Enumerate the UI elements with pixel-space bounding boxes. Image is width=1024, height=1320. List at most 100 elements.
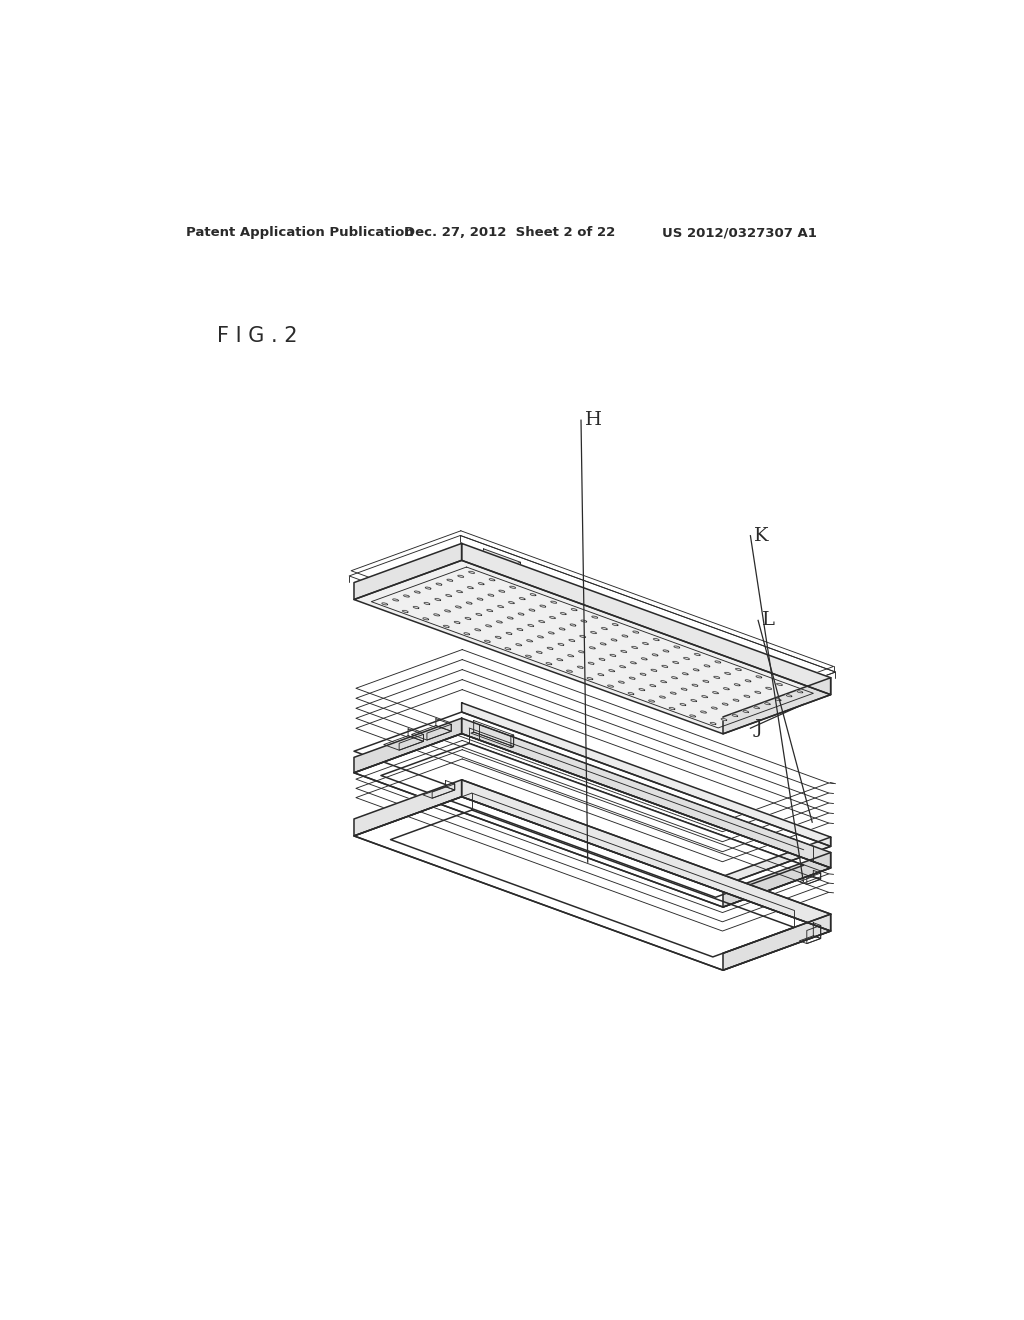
Polygon shape	[551, 601, 557, 603]
Polygon shape	[733, 700, 739, 701]
Polygon shape	[458, 576, 464, 577]
Text: H: H	[585, 412, 602, 429]
Polygon shape	[642, 643, 648, 644]
Polygon shape	[414, 606, 419, 609]
Polygon shape	[653, 639, 659, 640]
Polygon shape	[462, 718, 830, 869]
Polygon shape	[681, 688, 687, 690]
Polygon shape	[446, 579, 453, 581]
Polygon shape	[620, 665, 626, 668]
Polygon shape	[639, 689, 645, 690]
Polygon shape	[557, 659, 563, 661]
Polygon shape	[539, 620, 545, 623]
Polygon shape	[527, 624, 534, 627]
Polygon shape	[755, 692, 761, 693]
Polygon shape	[652, 653, 658, 656]
Polygon shape	[754, 706, 760, 709]
Polygon shape	[587, 677, 593, 680]
Polygon shape	[382, 603, 388, 605]
Polygon shape	[724, 688, 729, 690]
Polygon shape	[507, 616, 513, 619]
Polygon shape	[694, 653, 700, 656]
Polygon shape	[444, 610, 451, 612]
Polygon shape	[662, 665, 668, 668]
Polygon shape	[671, 692, 676, 694]
Polygon shape	[484, 640, 490, 643]
Polygon shape	[786, 694, 793, 697]
Polygon shape	[622, 635, 628, 638]
Polygon shape	[633, 631, 639, 634]
Polygon shape	[628, 693, 634, 694]
Polygon shape	[745, 680, 751, 682]
Polygon shape	[705, 665, 710, 667]
Polygon shape	[701, 696, 708, 698]
Polygon shape	[455, 622, 460, 623]
Polygon shape	[607, 685, 613, 688]
Polygon shape	[609, 669, 614, 672]
Polygon shape	[735, 668, 741, 671]
Polygon shape	[462, 780, 830, 931]
Polygon shape	[443, 626, 450, 627]
Polygon shape	[525, 655, 531, 657]
Polygon shape	[690, 715, 695, 717]
Text: K: K	[755, 527, 769, 545]
Polygon shape	[723, 915, 830, 970]
Polygon shape	[468, 586, 473, 589]
Polygon shape	[518, 612, 524, 615]
Polygon shape	[476, 614, 482, 615]
Polygon shape	[592, 616, 598, 618]
Polygon shape	[598, 673, 604, 676]
Polygon shape	[566, 671, 572, 672]
Polygon shape	[354, 780, 462, 836]
Polygon shape	[621, 651, 627, 652]
Polygon shape	[560, 612, 566, 615]
Polygon shape	[569, 639, 574, 642]
Polygon shape	[711, 722, 716, 725]
Polygon shape	[578, 667, 584, 668]
Polygon shape	[478, 582, 484, 585]
Polygon shape	[712, 708, 717, 709]
Text: L: L	[762, 611, 775, 630]
Polygon shape	[632, 647, 638, 648]
Polygon shape	[537, 651, 543, 653]
Polygon shape	[722, 704, 728, 705]
Polygon shape	[477, 598, 483, 601]
Polygon shape	[713, 692, 719, 694]
Polygon shape	[489, 578, 495, 581]
Polygon shape	[723, 853, 830, 907]
Text: F I G . 2: F I G . 2	[217, 326, 297, 346]
Polygon shape	[775, 698, 781, 701]
Polygon shape	[423, 618, 429, 620]
Polygon shape	[591, 631, 596, 634]
Polygon shape	[415, 591, 420, 593]
Polygon shape	[567, 655, 573, 657]
Polygon shape	[797, 690, 803, 693]
Polygon shape	[756, 676, 762, 678]
Polygon shape	[766, 688, 771, 689]
Polygon shape	[392, 599, 398, 601]
Polygon shape	[691, 700, 696, 702]
Polygon shape	[483, 549, 520, 582]
Polygon shape	[505, 648, 511, 649]
Text: Dec. 27, 2012  Sheet 2 of 22: Dec. 27, 2012 Sheet 2 of 22	[403, 226, 615, 239]
Polygon shape	[776, 684, 782, 685]
Polygon shape	[425, 587, 431, 589]
Polygon shape	[659, 696, 666, 698]
Polygon shape	[631, 661, 636, 664]
Polygon shape	[530, 594, 537, 595]
Polygon shape	[529, 609, 535, 611]
Polygon shape	[610, 655, 615, 656]
Polygon shape	[403, 595, 410, 597]
Polygon shape	[723, 837, 830, 886]
Polygon shape	[612, 623, 618, 626]
Polygon shape	[547, 647, 553, 649]
Polygon shape	[601, 627, 607, 630]
Polygon shape	[723, 677, 830, 734]
Polygon shape	[424, 602, 430, 605]
Polygon shape	[680, 704, 686, 706]
Polygon shape	[445, 594, 452, 597]
Polygon shape	[462, 544, 830, 694]
Polygon shape	[684, 657, 689, 660]
Polygon shape	[469, 572, 474, 573]
Polygon shape	[456, 606, 461, 609]
